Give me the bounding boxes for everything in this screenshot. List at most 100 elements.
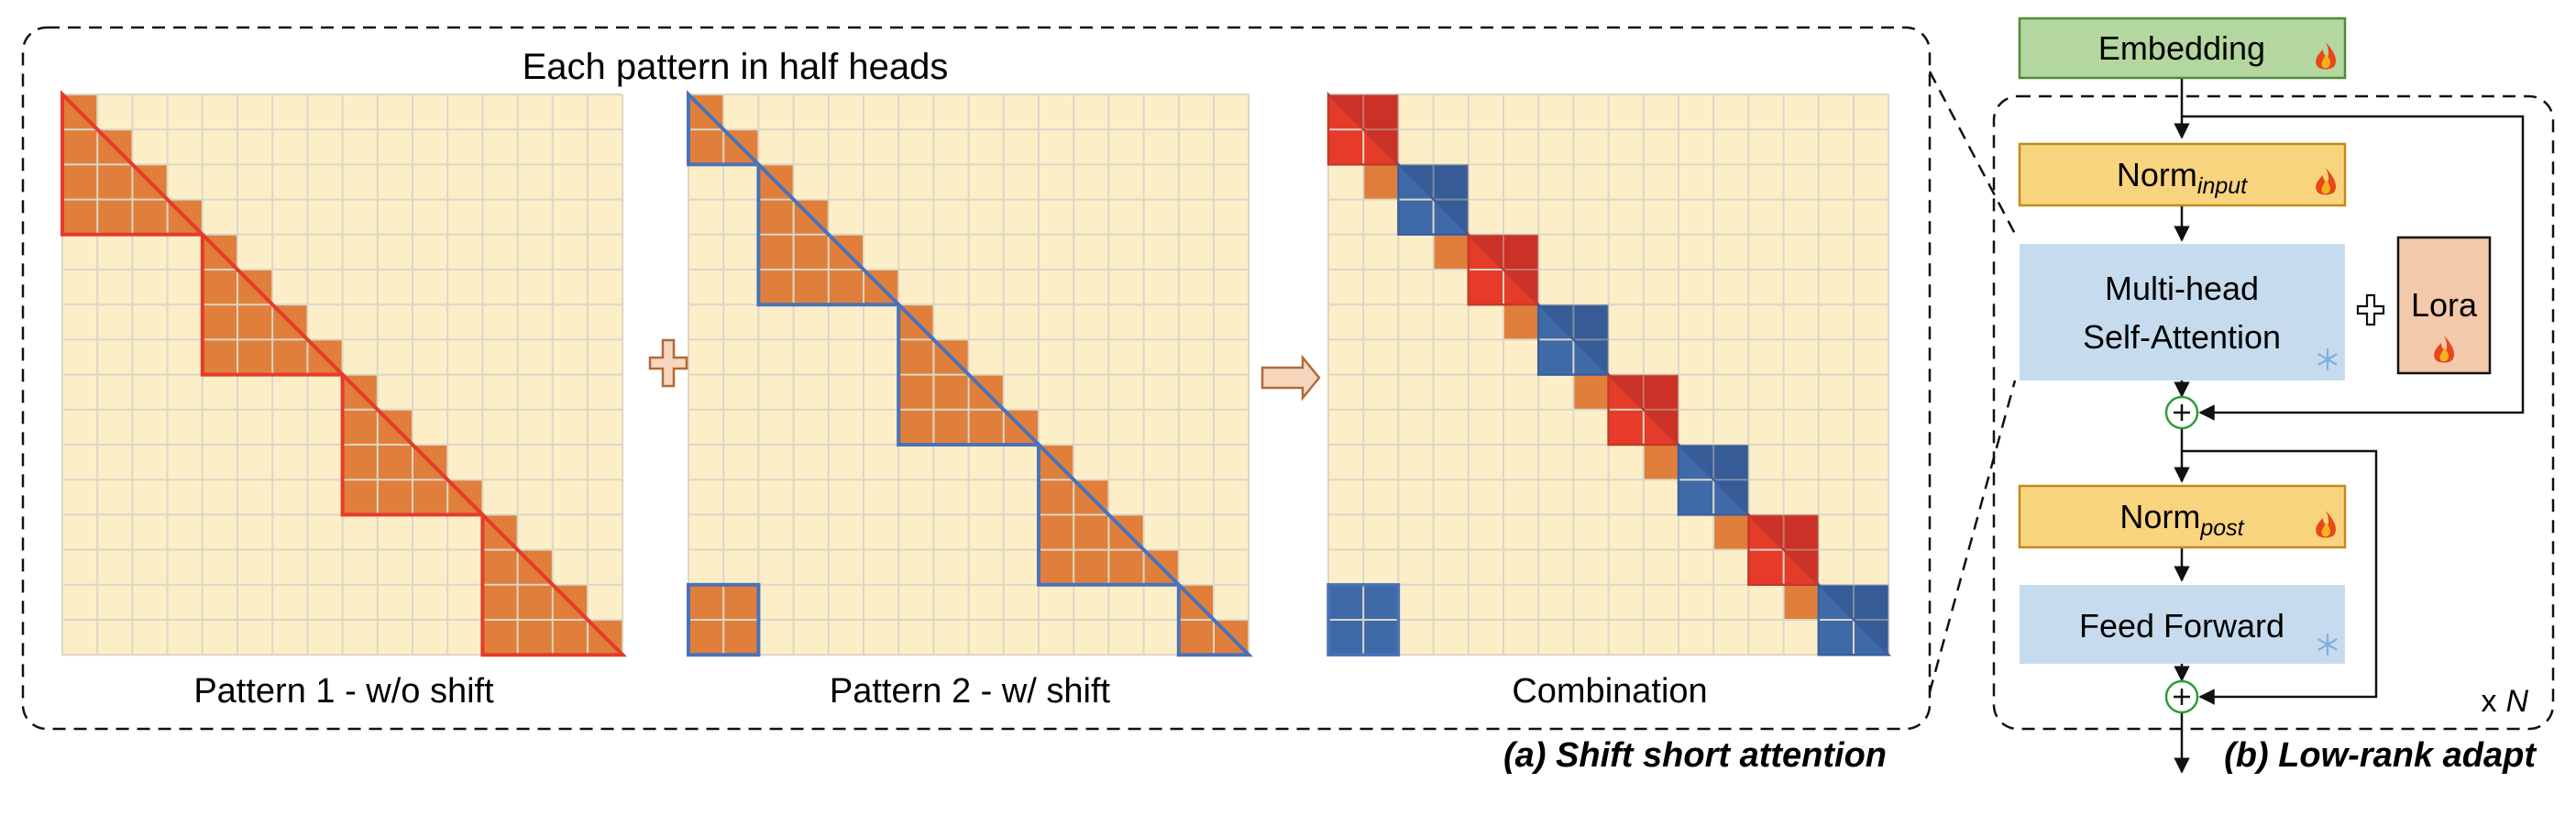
pattern-1-cell xyxy=(62,129,98,165)
pattern-2-cell xyxy=(828,270,864,305)
combination-block-outline xyxy=(1397,161,1471,237)
combination-matrix xyxy=(1327,91,1892,656)
norm-post-label: Normpost xyxy=(2119,498,2244,541)
combination-wrap-cell xyxy=(1363,620,1399,656)
pattern-1-cell xyxy=(237,339,273,375)
combination-block-outline xyxy=(1327,91,1402,166)
pattern-1-cell xyxy=(62,199,98,235)
combination-red-cell xyxy=(1748,549,1784,585)
pattern-1-cell xyxy=(342,480,378,515)
pattern-2-cell xyxy=(1178,620,1214,656)
plus-icon xyxy=(648,338,688,388)
pattern-1-cell xyxy=(552,620,588,656)
plus-icon xyxy=(2356,293,2385,326)
pattern-1-cell xyxy=(517,620,553,656)
circle-plus-icon xyxy=(2164,679,2199,714)
pattern-2-wrap-cell xyxy=(688,620,724,656)
pattern-1-cell xyxy=(342,409,378,445)
pattern-2-cell xyxy=(1108,549,1144,585)
pattern-1-cell xyxy=(517,584,553,620)
panel-b-border xyxy=(1992,94,2555,731)
pattern-2-wrap-cell xyxy=(723,620,759,656)
lora-label: Lora xyxy=(2411,286,2478,324)
combination-orange-cell xyxy=(1503,304,1539,340)
pattern-2-cell xyxy=(933,409,969,445)
right-arrow-icon xyxy=(1260,354,1321,402)
zoom-line-top xyxy=(1928,71,2017,235)
pattern-1-group-outline xyxy=(480,510,628,657)
pattern-1-cell xyxy=(202,270,237,305)
pattern-2-group-outline xyxy=(1176,579,1254,657)
pattern-2-label: Pattern 2 - w/ shift xyxy=(830,672,1111,711)
flow-lines xyxy=(2174,78,2525,774)
pattern-2-cell xyxy=(968,409,1004,445)
pattern-2-group-outline xyxy=(687,90,764,167)
pattern-1-cell xyxy=(377,445,413,480)
pattern-2-cell xyxy=(688,129,724,165)
combination-red-cell xyxy=(1328,129,1364,165)
panel-b-caption: (b) Low-rank adapt xyxy=(2224,736,2537,775)
pattern-1-cell xyxy=(62,164,98,200)
pattern-1-cell xyxy=(482,584,518,620)
combination-orange-cell xyxy=(1573,374,1609,410)
pattern-1-cell xyxy=(482,549,518,585)
panel-a-border xyxy=(21,26,1932,731)
lora-block: Lora xyxy=(2396,236,2492,375)
pattern-2-cell xyxy=(1073,549,1109,585)
norm-post-base: Norm xyxy=(2119,498,2200,535)
zoom-line-bottom xyxy=(1928,380,2017,693)
combination-orange-cell xyxy=(1783,584,1819,620)
pattern-2-cell xyxy=(898,409,934,445)
pattern-2-cell xyxy=(758,270,794,305)
mhsa-label-line2: Self-Attention xyxy=(2083,318,2281,356)
embedding-label: Embedding xyxy=(2098,29,2265,67)
panel-a-header: Each pattern in half heads xyxy=(523,47,949,87)
feed-forward-block: Feed Forward xyxy=(2020,585,2345,664)
pattern-2-group-outline xyxy=(1037,440,1183,587)
pattern-2-cell xyxy=(758,199,794,235)
pattern-1-cell xyxy=(97,164,133,200)
pattern-2-wrap-outline xyxy=(687,582,761,657)
combination-block-outline xyxy=(1536,302,1612,376)
mhsa-label-line1: Multi-head xyxy=(2105,270,2259,307)
circle-plus-icon xyxy=(2164,395,2199,430)
combination-block-outline xyxy=(1607,371,1682,447)
norm-input-block: Norminput xyxy=(2018,142,2347,207)
pattern-2-wrap-cell xyxy=(688,584,724,620)
pattern-1-cell xyxy=(272,339,308,375)
norm-input-label: Norminput xyxy=(2117,156,2248,199)
norm-post-block: Normpost xyxy=(2018,484,2347,549)
pattern-2-cell xyxy=(898,339,934,375)
pattern-2-cell xyxy=(793,234,829,270)
feed-forward-label: Feed Forward xyxy=(2079,607,2284,645)
pattern-2-group-outline xyxy=(897,300,1043,447)
norm-post-subscript: post xyxy=(2199,515,2244,541)
embedding-block: Embedding xyxy=(2018,17,2347,80)
pattern-1-cell xyxy=(97,199,133,235)
combination-red-cell xyxy=(1468,270,1503,305)
pattern-1-cell xyxy=(342,445,378,480)
pattern-2-cell xyxy=(898,374,934,410)
combination-wrap-outline xyxy=(1327,583,1401,656)
combination-blue-cell xyxy=(1398,199,1434,235)
pattern-2-cell xyxy=(793,270,829,305)
pattern-2-matrix xyxy=(687,90,1254,657)
combination-label: Combination xyxy=(1512,672,1707,711)
pattern-2-cell xyxy=(1039,549,1074,585)
pattern-1-cell xyxy=(202,339,237,375)
combination-blue-cell xyxy=(1538,339,1574,375)
combination-blue-cell xyxy=(1679,480,1714,515)
repeat-prefix: x xyxy=(2481,684,2496,719)
combination-wrap-cell xyxy=(1328,620,1364,656)
pattern-1-cell xyxy=(237,304,273,340)
combination-block-outline xyxy=(1747,512,1822,587)
combination-block-outline xyxy=(1817,581,1892,656)
norm-input-base: Norm xyxy=(2117,156,2197,193)
pattern-2-wrap-cell xyxy=(723,584,759,620)
combination-wrap-cell xyxy=(1328,584,1364,620)
pattern-2-cell xyxy=(1039,480,1074,515)
pattern-2-cell xyxy=(1039,514,1074,550)
pattern-1-label: Pattern 1 - w/o shift xyxy=(193,672,494,711)
